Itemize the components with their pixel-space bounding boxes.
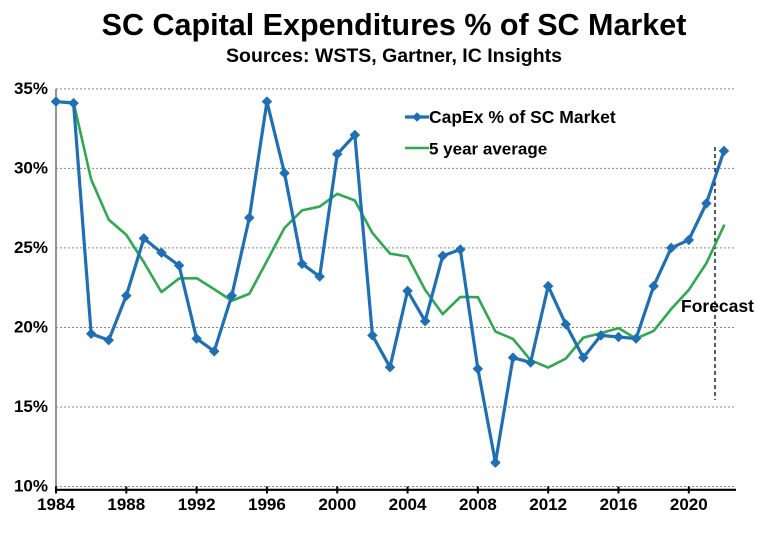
svg-text:20%: 20% [14, 317, 48, 336]
svg-text:2000: 2000 [318, 495, 356, 514]
svg-text:10%: 10% [14, 477, 48, 496]
svg-text:1992: 1992 [178, 495, 216, 514]
svg-text:5 year average: 5 year average [429, 140, 547, 159]
svg-text:SC Capital Expenditures % of S: SC Capital Expenditures % of SC Market [102, 8, 687, 42]
svg-text:30%: 30% [14, 158, 48, 177]
svg-text:Sources: WSTS, Gartner, IC Ins: Sources: WSTS, Gartner, IC Insights [226, 45, 562, 67]
svg-text:15%: 15% [14, 397, 48, 416]
svg-text:2008: 2008 [459, 495, 497, 514]
svg-text:2016: 2016 [600, 495, 638, 514]
svg-text:1988: 1988 [107, 495, 145, 514]
svg-text:25%: 25% [14, 238, 48, 257]
svg-text:Forecast: Forecast [681, 296, 754, 316]
svg-text:35%: 35% [14, 79, 48, 98]
svg-text:2020: 2020 [670, 495, 708, 514]
svg-text:CapEx % of SC Market: CapEx % of SC Market [429, 107, 616, 127]
svg-text:2012: 2012 [529, 495, 567, 514]
svg-text:1996: 1996 [248, 495, 286, 514]
svg-text:1984: 1984 [37, 495, 75, 514]
svg-text:2004: 2004 [389, 495, 427, 514]
